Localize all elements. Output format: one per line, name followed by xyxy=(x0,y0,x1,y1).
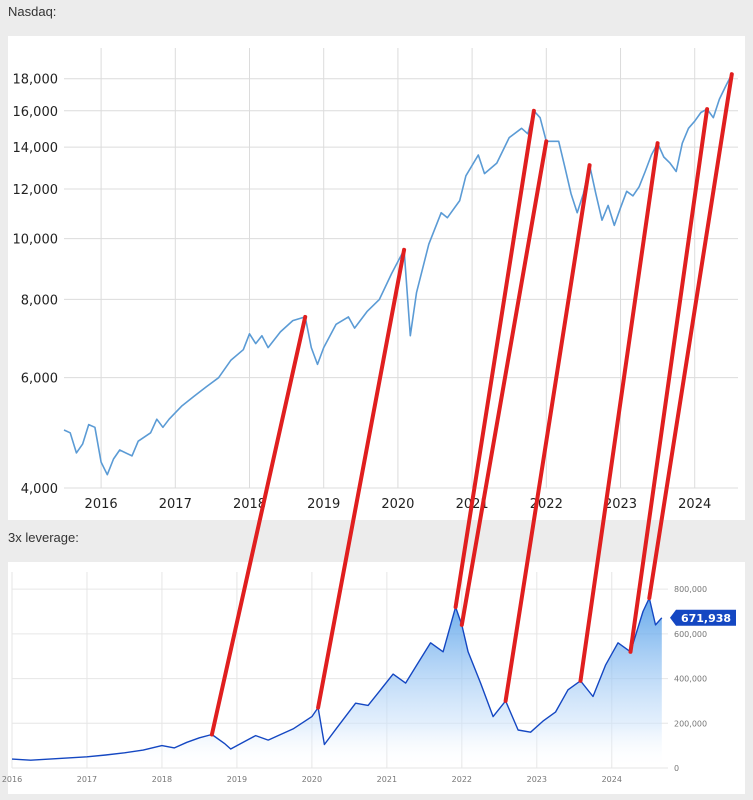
nasdaq-section-title: Nasdaq: xyxy=(8,4,57,19)
bottom-y-tick-label: 0 xyxy=(674,764,679,773)
nasdaq-chart-panel xyxy=(8,36,745,520)
top-x-tick-label: 2016 xyxy=(85,497,118,512)
top-x-tick-label: 2023 xyxy=(604,497,637,512)
last-value-badge xyxy=(670,609,736,626)
bottom-y-tick-label: 200,000 xyxy=(674,719,707,728)
peak-connector-line xyxy=(578,141,660,683)
top-x-tick-label: 2019 xyxy=(307,497,340,512)
peak-connector-line xyxy=(453,108,536,610)
bottom-x-tick-label: 2016 xyxy=(2,775,22,784)
leverage-series-line xyxy=(11,597,663,761)
bottom-x-tick-label: 2023 xyxy=(527,775,547,784)
top-y-tick-label: 4,000 xyxy=(21,482,58,497)
peak-connector-line xyxy=(316,247,407,710)
leverage-section-title: 3x leverage: xyxy=(8,530,79,545)
peak-connector-line xyxy=(628,107,710,654)
peak-connector-line xyxy=(503,163,592,703)
top-y-tick-label: 18,000 xyxy=(13,73,59,88)
top-y-tick-label: 8,000 xyxy=(21,293,58,308)
bottom-y-tick-label: 800,000 xyxy=(674,585,707,594)
top-y-tick-label: 10,000 xyxy=(13,233,59,248)
top-x-tick-label: 2018 xyxy=(233,497,266,512)
leverage-series-area xyxy=(12,598,662,768)
bottom-x-tick-label: 2021 xyxy=(377,775,397,784)
peak-connector-line xyxy=(459,139,549,627)
peak-connector-line xyxy=(209,314,308,737)
top-y-tick-label: 6,000 xyxy=(21,372,58,387)
bottom-x-tick-label: 2022 xyxy=(452,775,472,784)
bottom-x-tick-label: 2017 xyxy=(77,775,97,784)
bottom-x-tick-label: 2019 xyxy=(227,775,247,784)
top-x-tick-label: 2020 xyxy=(381,497,414,512)
top-y-tick-label: 12,000 xyxy=(13,183,59,198)
peak-connector-line xyxy=(647,72,734,601)
top-x-tick-label: 2017 xyxy=(159,497,192,512)
bottom-y-tick-label: 400,000 xyxy=(674,675,707,684)
top-y-tick-label: 16,000 xyxy=(13,105,59,120)
nasdaq-series-line xyxy=(63,73,733,476)
bottom-y-tick-label: 600,000 xyxy=(674,630,707,639)
last-value-label: 671,938 xyxy=(681,612,731,625)
top-y-tick-label: 14,000 xyxy=(13,141,59,156)
bottom-x-tick-label: 2024 xyxy=(602,775,622,784)
bottom-x-tick-label: 2018 xyxy=(152,775,172,784)
top-x-tick-label: 2024 xyxy=(678,497,711,512)
bottom-x-tick-label: 2020 xyxy=(302,775,322,784)
